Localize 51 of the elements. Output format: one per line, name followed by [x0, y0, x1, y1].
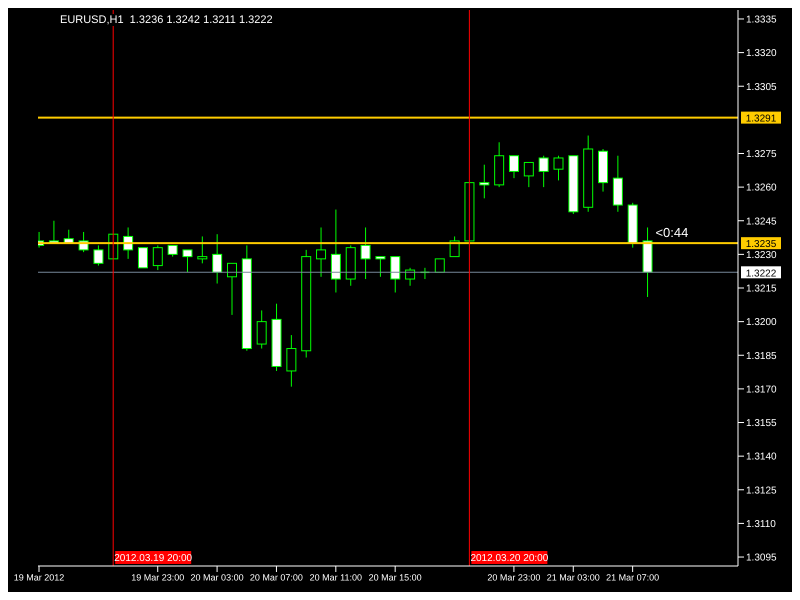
candlestick	[93, 244, 104, 266]
ref-line-label: 1.3291	[746, 114, 777, 125]
x-tick-label: 20 Mar 23:00	[487, 572, 540, 582]
candlestick	[375, 256, 386, 278]
y-tick-label: 1.3245	[746, 216, 778, 228]
y-tick-label: 1.3125	[746, 485, 778, 496]
y-tick-label: 1.3260	[746, 182, 778, 194]
x-tick-label: 21 Mar 07:00	[606, 572, 660, 582]
candlestick	[138, 247, 148, 268]
candlestick	[554, 155, 564, 181]
annotation: <0:44	[655, 224, 688, 240]
candlestick	[316, 226, 326, 278]
y-tick-label: 1.3140	[746, 452, 778, 463]
candlestick	[390, 256, 400, 293]
y-tick-label: 1.3335	[746, 14, 778, 26]
candlestick	[212, 234, 222, 284]
y-tick-label: 1.3170	[746, 384, 778, 396]
y-tick-label: 1.3230	[746, 250, 778, 261]
candlestick	[434, 258, 445, 273]
candlestick	[405, 267, 416, 286]
candlestick	[286, 334, 296, 388]
candlestick	[508, 155, 519, 179]
y-tick-label: 1.3110	[746, 518, 776, 530]
y-tick-label: 1.3305	[746, 82, 778, 93]
candlestick	[479, 164, 490, 199]
y-tick-label: 1.3320	[746, 48, 778, 60]
candlestick	[182, 249, 192, 273]
x-tick-label: 19 Mar 23:00	[131, 572, 184, 582]
y-tick-label: 1.3215	[746, 284, 778, 295]
y-tick-label: 1.3275	[746, 149, 778, 160]
candlestick	[152, 244, 163, 271]
x-tick-label: 21 Mar 03:00	[546, 572, 600, 582]
ref-line-label: 1.3222	[746, 268, 777, 280]
x-tick-label: 19 Mar 2012	[14, 572, 64, 582]
candlestick	[538, 155, 549, 188]
candlestick	[360, 226, 371, 280]
chart-title: EURUSD,H1 1.3236 1.3242 1.3211 1.3222	[58, 14, 275, 26]
x-tick-label: 20 Mar 15:00	[368, 572, 422, 582]
y-tick-label: 1.3185	[746, 350, 778, 362]
candlestick	[197, 236, 208, 264]
x-tick-label: 20 Mar 11:00	[310, 572, 362, 582]
candlestick	[168, 244, 178, 258]
ref-line-label: 1.3235	[746, 239, 777, 250]
candlestick	[524, 162, 534, 188]
y-tick-label: 1.3155	[746, 418, 778, 430]
y-tick-label: 1.3095	[746, 552, 778, 564]
y-tick-label: 1.3200	[746, 317, 778, 328]
candlestick	[227, 262, 237, 316]
candlestick	[256, 310, 267, 350]
x-tick-label: 20 Mar 07:00	[250, 572, 303, 582]
x-tick-label: 20 Mar 03:00	[190, 572, 244, 582]
